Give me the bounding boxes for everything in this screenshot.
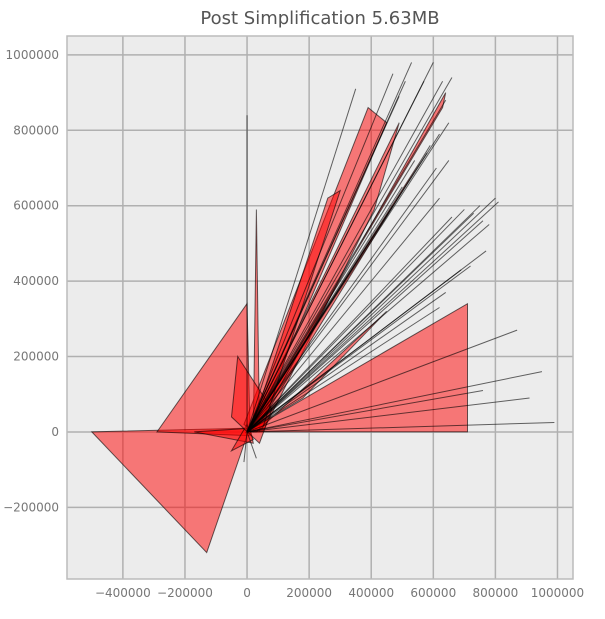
line-mark (246, 167, 437, 433)
y-tick-label: 0 (51, 425, 59, 439)
x-tick-label: −200000 (157, 586, 213, 600)
y-tick-label: 800000 (13, 123, 59, 137)
line-layer (243, 62, 555, 463)
line-mark (246, 160, 416, 433)
x-tick-label: 600000 (410, 586, 456, 600)
x-tick-label: 800000 (472, 586, 518, 600)
y-tick-label: 600000 (13, 199, 59, 213)
y-tick-labels: −200000 0 200000 400000 600000 800000 1000000 (3, 48, 59, 514)
x-tick-label: 1000000 (531, 586, 584, 600)
y-tick-label: 200000 (13, 350, 59, 364)
line-mark (243, 431, 248, 463)
x-tick-labels: −400000 −200000 0 200000 400000 600000 800000 1… (95, 586, 584, 600)
line-mark (246, 160, 450, 433)
line-mark (246, 197, 496, 433)
line-mark (246, 81, 444, 433)
line-mark (246, 205, 394, 433)
plot-frame (66, 35, 574, 580)
line-mark (246, 88, 357, 433)
y-tick-label: 1000000 (6, 48, 59, 62)
line-mark (246, 431, 257, 459)
chart-title: Post Simplification 5.63MB (200, 8, 439, 29)
x-tick-label: 0 (243, 586, 251, 600)
line-mark (246, 389, 484, 433)
polygon-mark (245, 302, 468, 433)
line-mark (247, 422, 555, 433)
x-tick-label: −400000 (95, 586, 151, 600)
line-mark (246, 99, 447, 433)
line-mark (246, 62, 434, 433)
line-mark (246, 397, 530, 433)
line-mark (246, 224, 490, 433)
line-mark (246, 216, 453, 433)
line-mark (246, 205, 481, 433)
polygon-layer (90, 92, 468, 554)
line-mark (246, 201, 499, 433)
y-tick-label: −200000 (3, 500, 59, 514)
x-tick-label: 200000 (286, 586, 332, 600)
line-mark (246, 96, 400, 433)
x-tick-label: 400000 (348, 586, 394, 600)
line-mark (246, 197, 440, 433)
line-mark (246, 371, 543, 433)
line-mark (246, 209, 465, 433)
line-mark (246, 77, 453, 433)
y-tick-label: 400000 (13, 274, 59, 288)
line-mark (246, 220, 484, 433)
line-mark (246, 329, 518, 433)
line-mark (246, 269, 462, 433)
line-mark (246, 73, 394, 433)
line-mark (246, 292, 447, 433)
line-mark (246, 307, 440, 433)
